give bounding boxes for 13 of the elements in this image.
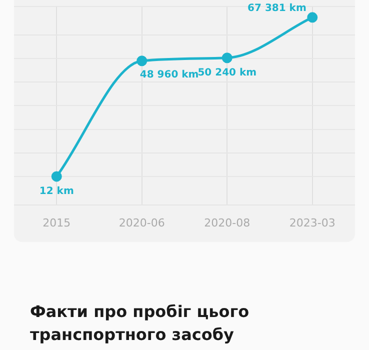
x-tick-label: 2015 bbox=[42, 216, 71, 230]
point bbox=[222, 52, 232, 64]
text: Факти про пробіг цього транспортного засобу bbox=[30, 301, 250, 346]
x-tick-label: 2020-06 bbox=[118, 216, 165, 230]
data-label: 67 381 km bbox=[248, 3, 306, 14]
data-label: 48 960 km bbox=[140, 69, 199, 80]
data-label: 50 240 km bbox=[198, 67, 257, 78]
x-tick-label: 2020-08 bbox=[204, 216, 250, 230]
x-tick-label: 2023-03 bbox=[289, 216, 336, 230]
point bbox=[307, 12, 318, 23]
data-label: 12 km bbox=[39, 186, 74, 198]
point bbox=[136, 56, 148, 66]
point bbox=[51, 171, 62, 182]
